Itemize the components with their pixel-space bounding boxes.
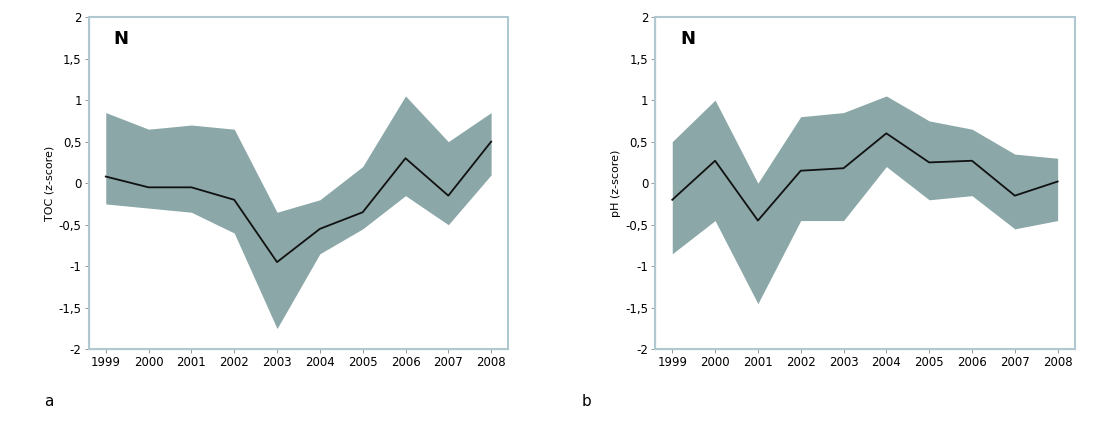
Y-axis label: pH (z-score): pH (z-score) <box>611 150 620 217</box>
Y-axis label: TOC (z-score): TOC (z-score) <box>44 146 54 221</box>
Text: N: N <box>114 30 129 48</box>
Text: b: b <box>582 394 592 409</box>
Text: N: N <box>680 30 696 48</box>
Text: a: a <box>44 394 53 409</box>
